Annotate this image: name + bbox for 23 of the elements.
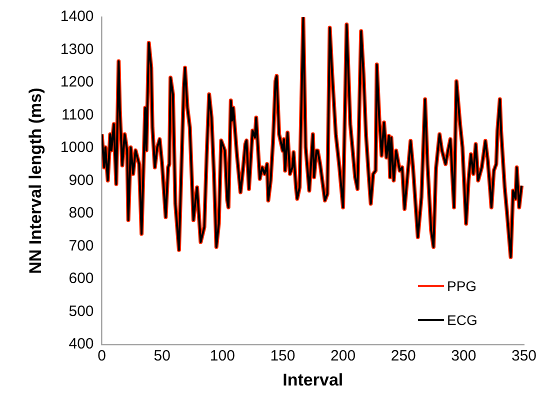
y-tick-label: 1100 (62, 106, 94, 124)
y-tick-label: 700 (68, 237, 94, 254)
y-tick-label: 1400 (60, 8, 94, 26)
x-axis-title: Interval (282, 370, 344, 390)
y-tick-label: 500 (68, 302, 94, 320)
legend-label: ECG (447, 310, 478, 330)
y-tick-label: 400 (68, 336, 94, 353)
y-tick-label: 1200 (60, 74, 94, 91)
x-tick-label: 50 (154, 348, 170, 365)
x-tick-label: 250 (390, 348, 416, 365)
y-tick-label: 900 (68, 172, 94, 189)
y-tick-label: 800 (68, 204, 94, 222)
x-tick-label: 200 (330, 348, 356, 365)
x-tick-label: 0 (98, 348, 106, 365)
x-tick-label: 150 (270, 348, 296, 365)
y-axis-title: NN Interval length (ms) (26, 88, 45, 274)
y-tick-label: 1300 (60, 40, 94, 58)
x-tick-label: 100 (210, 348, 235, 365)
y-tick-label: 1000 (60, 139, 94, 156)
x-tick-label: 350 (511, 348, 537, 365)
legend-label: PPG (447, 276, 477, 296)
x-tick-label: 300 (451, 348, 476, 365)
y-tick-label: 600 (68, 270, 94, 288)
